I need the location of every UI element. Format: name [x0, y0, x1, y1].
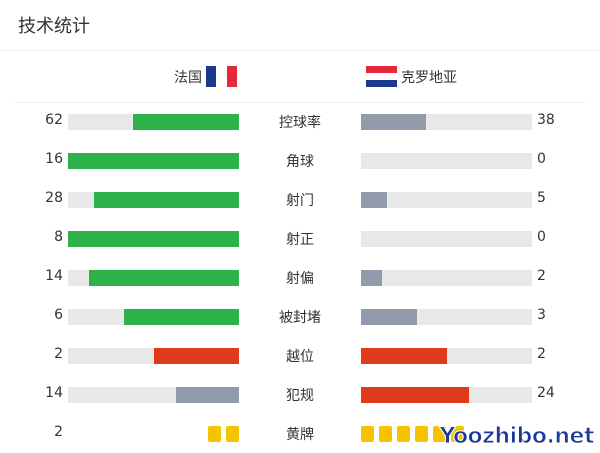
home-bar-fill — [124, 309, 239, 325]
home-value: 16 — [45, 151, 63, 167]
home-bar-fill — [93, 192, 239, 208]
home-value: 6 — [54, 307, 63, 323]
divider — [14, 102, 586, 103]
away-bar — [361, 387, 532, 403]
home-team: 法国 — [174, 66, 237, 87]
yellow-card-icon — [379, 426, 392, 442]
home-bar-fill — [89, 270, 239, 286]
stat-row-yellow-cards: 2 黄牌 — [0, 424, 600, 443]
stat-label: 射正 — [286, 232, 314, 248]
away-bar-fill — [361, 270, 383, 286]
away-value: 3 — [537, 307, 546, 323]
home-bar — [68, 309, 239, 325]
home-bar-fill — [175, 387, 239, 403]
yellow-card-icon — [361, 426, 374, 442]
away-value: 2 — [537, 268, 546, 284]
away-value: 5 — [537, 190, 546, 206]
stat-row: 8 射正 0 — [0, 229, 600, 248]
stat-row: 28 射门 5 — [0, 190, 600, 209]
yellow-card-icon — [415, 426, 428, 442]
home-value: 8 — [54, 229, 63, 245]
away-bar — [361, 348, 532, 364]
croatia-flag-icon — [366, 66, 397, 87]
away-value: 0 — [537, 151, 546, 167]
home-team-name: 法国 — [174, 69, 202, 86]
stat-label: 角球 — [286, 154, 314, 170]
away-bar — [361, 270, 532, 286]
home-bar-fill — [68, 231, 239, 247]
stat-row: 62 控球率 38 — [0, 112, 600, 131]
home-bar — [68, 192, 239, 208]
home-bar — [68, 231, 239, 247]
yellow-card-icon — [397, 426, 410, 442]
away-bar — [361, 192, 532, 208]
stat-label: 犯规 — [286, 388, 314, 404]
away-yellow-cards — [361, 426, 464, 442]
away-bar — [361, 309, 532, 325]
home-bar — [68, 387, 239, 403]
home-value: 62 — [45, 112, 63, 128]
stat-row: 14 犯规 24 — [0, 385, 600, 404]
away-bar-fill — [361, 387, 469, 403]
stat-label: 控球率 — [279, 115, 321, 131]
away-bar-fill — [361, 114, 426, 130]
away-bar-fill — [361, 309, 418, 325]
home-bar — [68, 114, 239, 130]
yellow-card-icon — [451, 426, 464, 442]
away-value: 24 — [537, 385, 555, 401]
home-value: 28 — [45, 190, 63, 206]
away-bar-fill — [361, 192, 387, 208]
away-value: 2 — [537, 346, 546, 362]
watermark: Yoozhibo.net — [439, 424, 595, 450]
stat-row: 6 被封堵 3 — [0, 307, 600, 326]
home-bar-fill — [153, 348, 239, 364]
stat-row: 14 射偏 2 — [0, 268, 600, 287]
away-bar — [361, 231, 532, 247]
france-flag-icon — [206, 66, 237, 87]
away-bar-fill — [361, 348, 447, 364]
away-bar — [361, 153, 532, 169]
yellow-card-icon — [208, 426, 221, 442]
yellow-card-icon — [433, 426, 446, 442]
home-bar — [68, 153, 239, 169]
away-team-name: 克罗地亚 — [401, 69, 457, 86]
away-team: 克罗地亚 — [366, 66, 457, 87]
stat-label: 被封堵 — [279, 310, 321, 326]
stat-label: 黄牌 — [286, 427, 314, 443]
away-value: 38 — [537, 112, 555, 128]
home-bar — [68, 348, 239, 364]
divider — [0, 50, 600, 51]
stat-row: 2 越位 2 — [0, 346, 600, 365]
home-bar — [68, 270, 239, 286]
away-bar — [361, 114, 532, 130]
home-bar-fill — [68, 153, 239, 169]
stat-label: 射偏 — [286, 271, 314, 287]
page-title: 技术统计 — [18, 16, 90, 37]
home-value: 2 — [54, 346, 63, 362]
home-value: 14 — [45, 385, 63, 401]
stat-label: 越位 — [286, 349, 314, 365]
home-bar-fill — [132, 114, 239, 130]
home-yellow-cards — [208, 426, 239, 442]
stat-label: 射门 — [286, 193, 314, 209]
away-value: 0 — [537, 229, 546, 245]
yellow-card-icon — [226, 426, 239, 442]
home-value: 2 — [54, 424, 63, 440]
home-value: 14 — [45, 268, 63, 284]
stat-row: 16 角球 0 — [0, 151, 600, 170]
